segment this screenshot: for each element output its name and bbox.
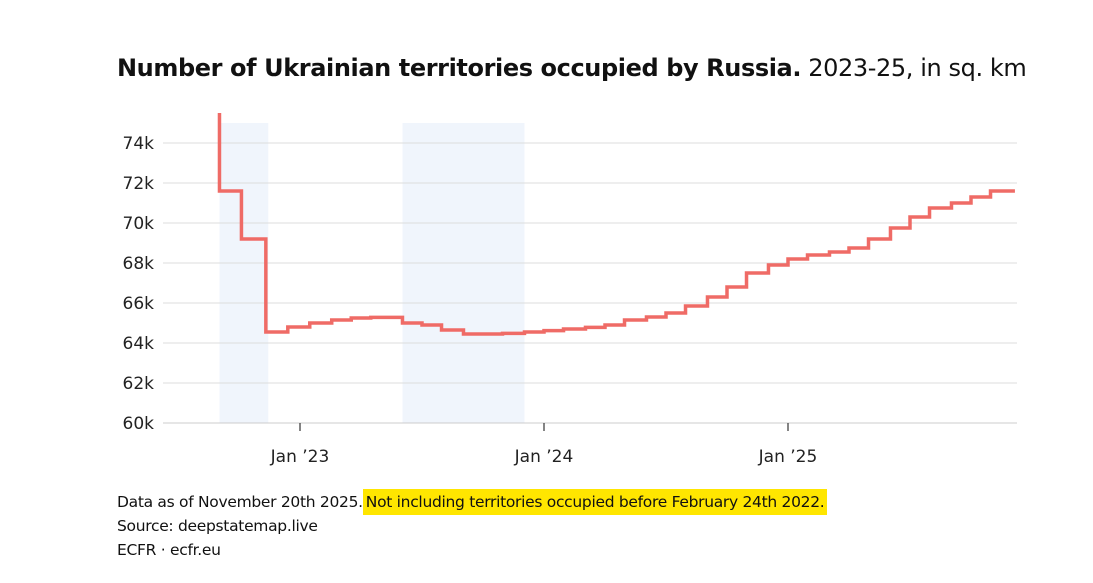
shaded-period-2 bbox=[402, 123, 525, 423]
y-tick-label: 70k bbox=[123, 214, 155, 234]
y-tick-label: 68k bbox=[123, 254, 155, 274]
y-tick-label: 64k bbox=[123, 334, 155, 354]
footer: Data as of November 20th 2025. Not includ… bbox=[117, 489, 828, 562]
chart-title-bold: Number of Ukrainian territories occupied… bbox=[117, 54, 802, 82]
footer-note-highlight: Not including territories occupied befor… bbox=[362, 489, 828, 515]
y-tick-label: 60k bbox=[123, 414, 155, 434]
y-tick-label: 66k bbox=[123, 294, 155, 314]
footer-source: Source: deepstatemap.live bbox=[117, 517, 318, 535]
shaded-period-1 bbox=[219, 123, 269, 423]
footer-note: Data as of November 20th 2025. Not includ… bbox=[117, 489, 828, 515]
x-tick-label: Jan ’25 bbox=[758, 447, 818, 467]
y-tick-label: 74k bbox=[123, 134, 155, 154]
y-tick-label: 62k bbox=[123, 374, 155, 394]
series-line-1 bbox=[217, 113, 1015, 336]
y-tick-label: 72k bbox=[123, 174, 155, 194]
chart-title: Number of Ukrainian territories occupied… bbox=[117, 54, 1027, 82]
chart-title-subtitle: 2023-25, in sq. km bbox=[808, 54, 1027, 82]
footer-note-plain: Data as of November 20th 2025. bbox=[117, 493, 363, 511]
x-tick-label: Jan ’23 bbox=[270, 447, 330, 467]
footer-org: ECFR · ecfr.eu bbox=[117, 541, 221, 559]
x-tick-label: Jan ’24 bbox=[514, 447, 574, 467]
